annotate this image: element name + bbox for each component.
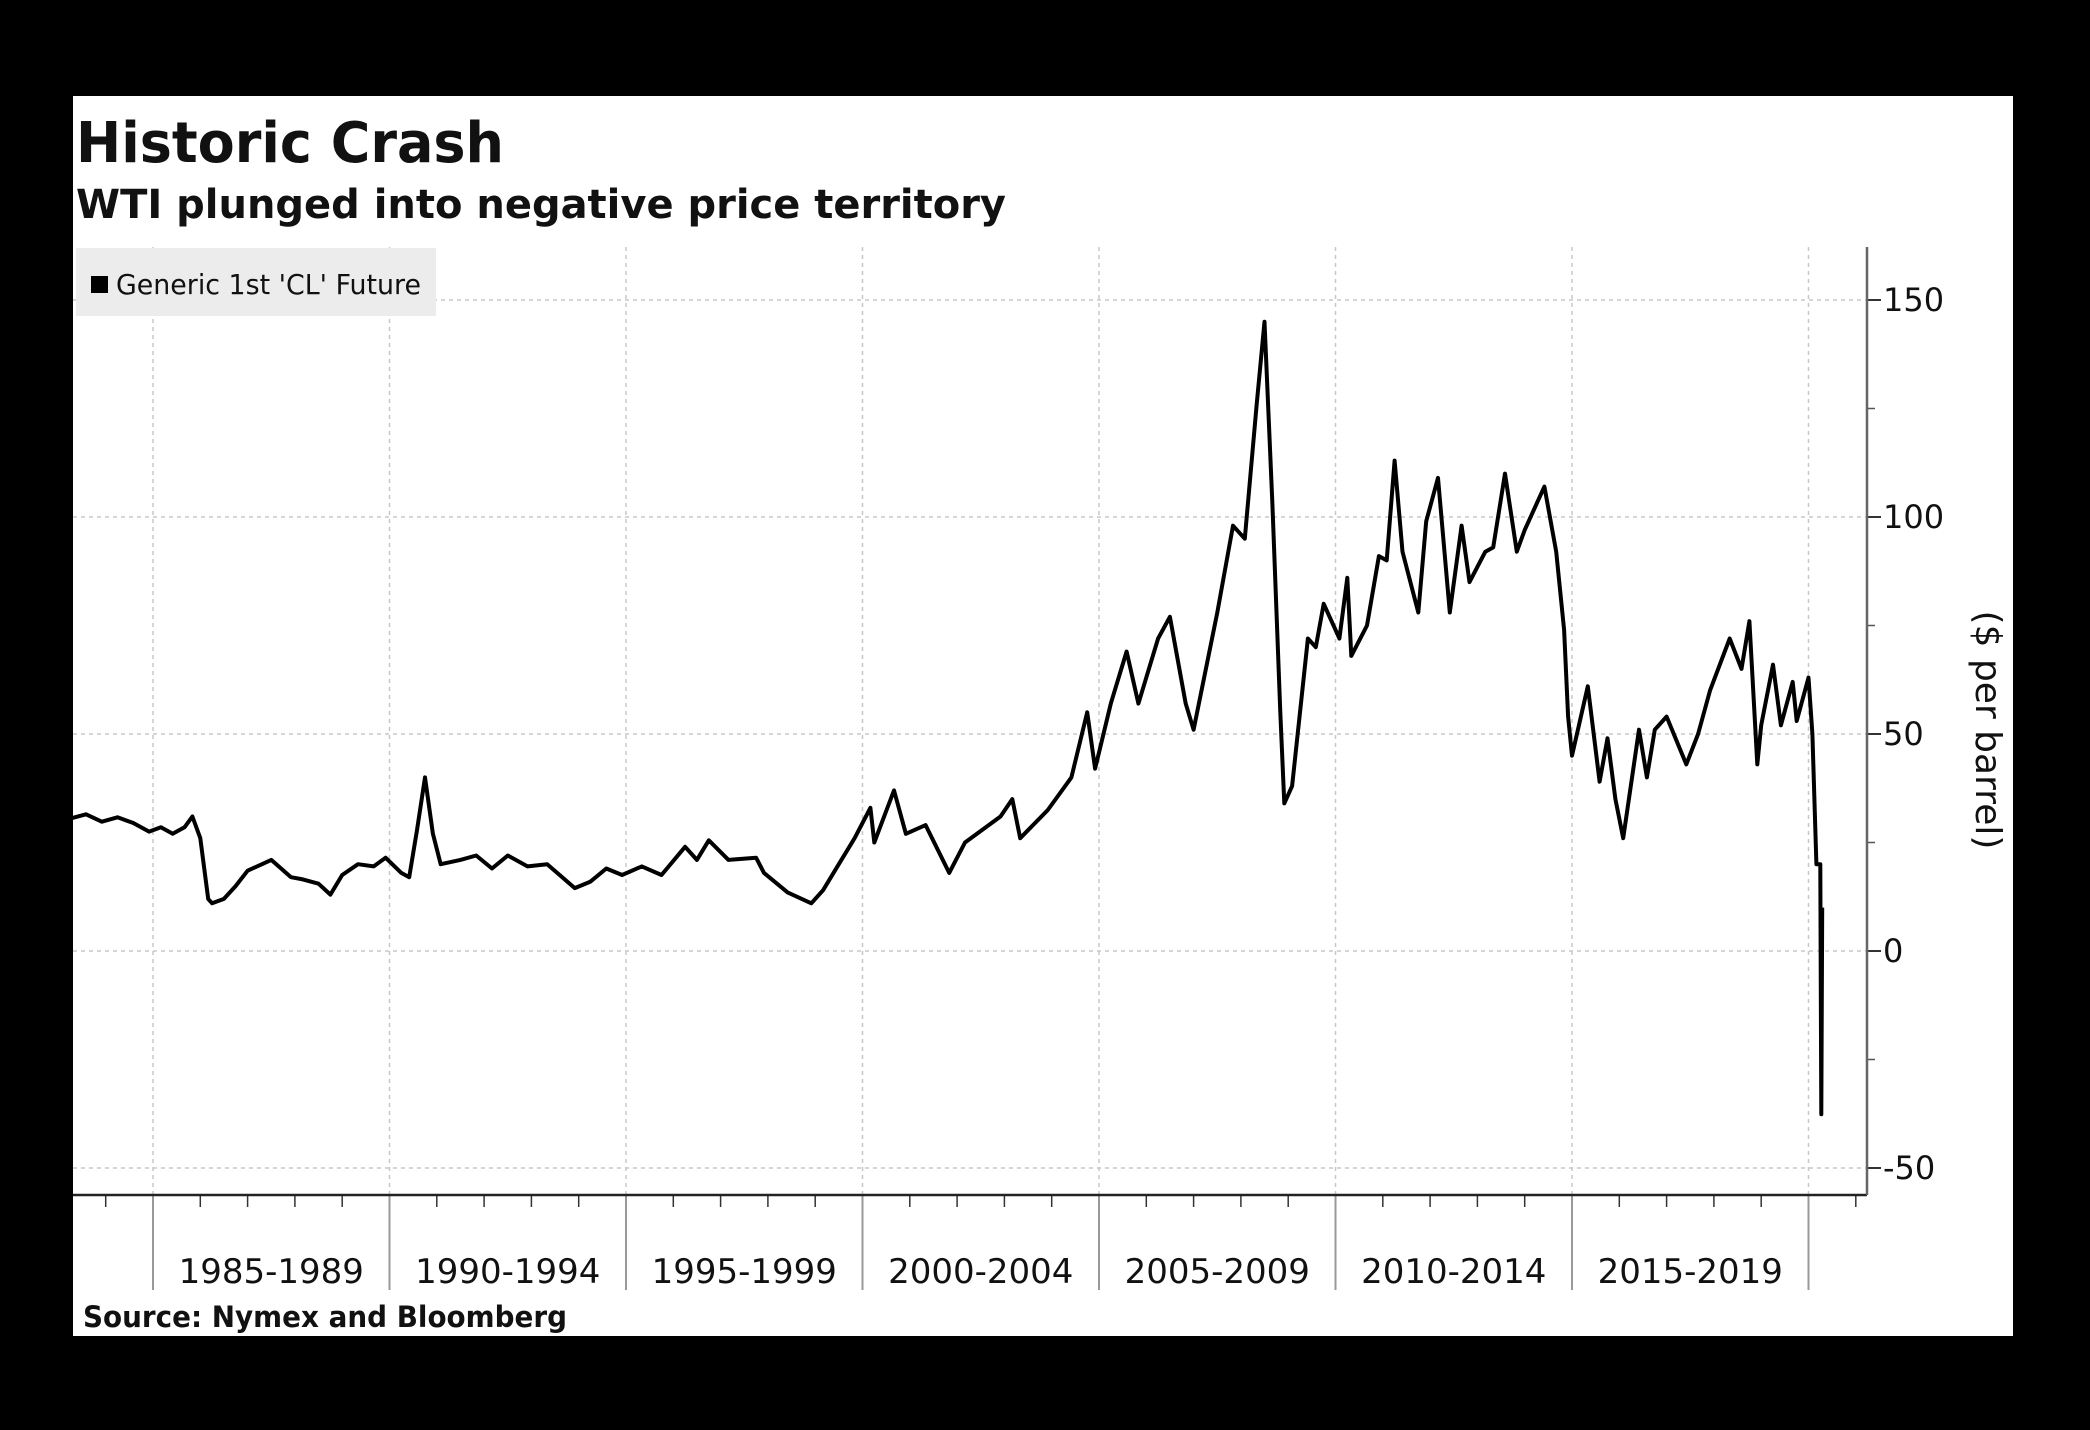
y-tick-label: -50 [1883,1149,1935,1187]
y-tick-label: 0 [1883,932,1903,970]
x-tick-label: 1990-1994 [415,1252,600,1292]
x-tick-label: 2010-2014 [1361,1252,1546,1292]
chart-subtitle: WTI plunged into negative price territor… [76,182,1006,228]
series-line-generic-1st-cl-future [69,319,1825,1117]
x-tick-label: 1985-1989 [179,1252,364,1292]
legend-swatch [91,276,108,293]
y-axis-label: ($ per barrel) [1967,611,2008,850]
legend-box [76,248,436,316]
y-tick-label: 100 [1883,498,1944,536]
axes: 150 100 50 0 -50 1985-1989 1990-1994 1995-1999 2… [73,247,1944,1292]
x-tick-label: 2000-2004 [888,1252,1073,1292]
x-tick-label: 1995-1999 [652,1252,837,1292]
source-note: Source: Nymex and Bloomberg [83,1300,567,1334]
y-tick-label: 50 [1883,715,1924,753]
x-tick-label: 2015-2019 [1598,1252,1783,1292]
chart-title: Historic Crash [76,111,504,176]
x-tick-label: 2005-2009 [1125,1252,1310,1292]
legend-label: Generic 1st 'CL' Future [116,268,421,301]
y-tick-label: 150 [1883,281,1944,319]
legend: Generic 1st 'CL' Future [76,248,436,316]
